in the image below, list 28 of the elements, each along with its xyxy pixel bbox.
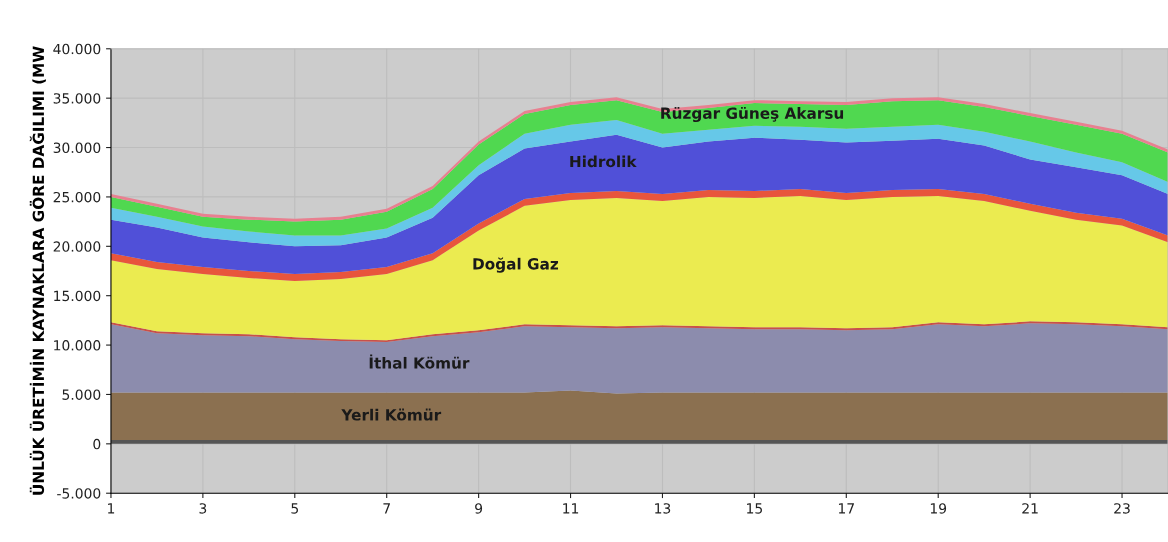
y-tick-label: 25.000	[53, 191, 101, 203]
y-tick-label: 35.000	[53, 93, 101, 104]
x-tick-label: 15	[747, 503, 762, 514]
series-label: Hidrolik	[570, 155, 637, 168]
series-label: Rüzgar Güneş Akarsu	[661, 106, 844, 123]
y-tick-label: 10.000	[54, 340, 101, 351]
y-axis-title: ÜNLÜK ÜRETİMİN KAYNAKLARA GÖRE DAĞILIMI (MW	[29, 46, 46, 495]
x-tick-label: 3	[199, 503, 207, 514]
y-tick-label: -5.000	[57, 488, 101, 499]
x-tick-label: 7	[383, 503, 390, 514]
y-tick-label: 0	[93, 438, 101, 450]
series-label: İthal Kömür	[369, 354, 470, 369]
y-tick-label: 20.000	[53, 241, 101, 252]
y-tick-label: 40.000	[53, 43, 101, 55]
x-tick-label: 13	[655, 503, 671, 514]
x-tick-label: 5	[291, 503, 298, 514]
y-tick-label: 15.000	[54, 290, 101, 302]
x-tick-label: 21	[1022, 503, 1038, 514]
y-tick-label: 30.000	[53, 142, 101, 154]
x-tick-label: 19	[930, 503, 947, 514]
x-tick-label: 9	[475, 503, 483, 514]
x-tick-label: 17	[838, 503, 854, 514]
y-tick-label: 5.000	[62, 389, 101, 400]
x-tick-label: 11	[563, 503, 579, 514]
x-tick-label: 1	[108, 503, 115, 514]
series-label: Doğal Gaz	[473, 257, 559, 273]
series-label: Yerli Kömür	[341, 408, 442, 421]
x-tick-label: 23	[1114, 503, 1130, 514]
